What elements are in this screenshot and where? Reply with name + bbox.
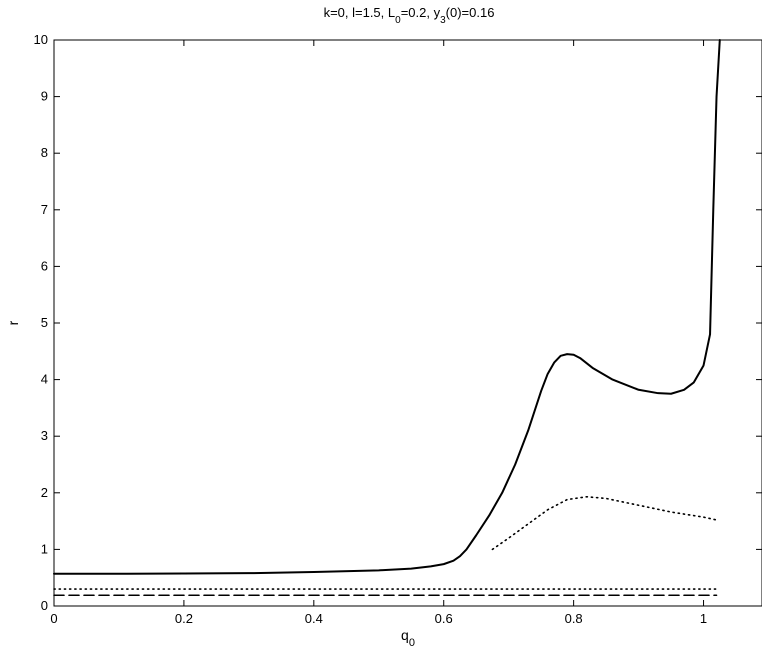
y-tick-label: 4 [41, 372, 48, 387]
x-axis-label-main: q [401, 627, 409, 643]
y-axis: 0 1 2 3 4 5 6 7 8 9 10 [34, 32, 762, 613]
chart-title: k=0, l=1.5, L0=0.2, y3(0)=0.16 [324, 5, 495, 26]
title-sub1: 0 [395, 15, 401, 26]
x-tick-label: 0.4 [305, 611, 323, 626]
y-axis-label: r [5, 320, 21, 325]
y-tick-label: 7 [41, 202, 48, 217]
y-tick-label: 8 [41, 145, 48, 160]
y-tick-label: 5 [41, 315, 48, 330]
y-tick-label: 2 [41, 485, 48, 500]
y-tick-label: 10 [34, 32, 48, 47]
y-tick-label: 0 [41, 598, 48, 613]
x-axis-label-sub: 0 [409, 637, 415, 649]
series-line-1-solid [53, 39, 721, 575]
y-tick-label: 3 [41, 428, 48, 443]
title-prefix: k=0, l=1.5, L [324, 5, 396, 20]
title-sub2: 3 [440, 15, 446, 26]
x-tick-label: 1 [700, 611, 707, 626]
plot-area [53, 39, 762, 607]
x-tick-label: 0.6 [435, 611, 453, 626]
title-middle: =0.2, y [401, 5, 441, 20]
x-axis-label: q0 [401, 627, 415, 649]
y-tick-label: 1 [41, 541, 48, 556]
title-suffix: (0)=0.16 [446, 5, 495, 20]
x-axis: 0 0.2 0.4 0.6 0.8 1 [50, 40, 707, 626]
x-tick-label: 0 [50, 611, 57, 626]
series-layer [53, 39, 721, 597]
y-tick-label: 6 [41, 258, 48, 273]
x-tick-label: 0.2 [175, 611, 193, 626]
x-tick-label: 0.8 [565, 611, 583, 626]
series-line-2-dotted [491, 495, 718, 551]
y-tick-label: 9 [41, 89, 48, 104]
